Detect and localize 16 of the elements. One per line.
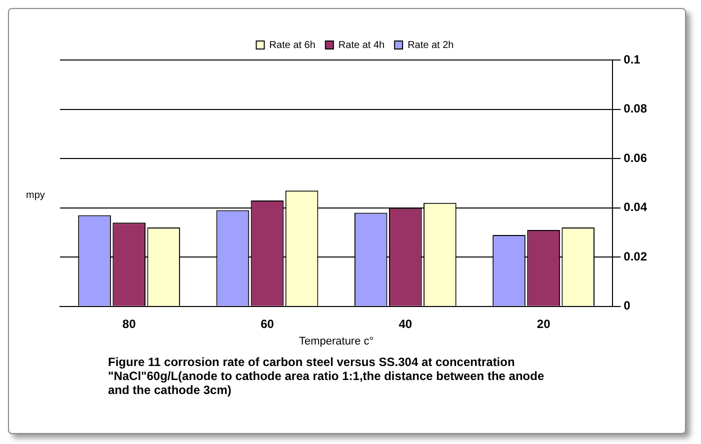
x-tick-label: 40	[398, 316, 412, 331]
legend-label: Rate at 2h	[408, 40, 454, 51]
y-tick-label: 0.04	[624, 200, 648, 214]
x-axis-title: Temperature c°	[298, 335, 374, 348]
y-tick-label: 0.1	[624, 52, 641, 66]
legend-label: Rate at 6h	[269, 40, 316, 51]
caption: Figure 11 corrosion rate of carbon steel versus SS.304 at concentration "NaCl"60g/L(anode to cathode area ratio 1:1,the distance between the anode and the cathode 3cm)	[108, 355, 546, 397]
y-tick-label: 0.06	[624, 150, 648, 165]
legend-label: Rate at 4h	[338, 40, 385, 51]
x-tick-label: 80	[122, 316, 136, 331]
y-tick-label: 0.08	[624, 102, 648, 116]
x-tick-label: 20	[536, 316, 551, 331]
y-axis-title: mpy	[26, 190, 45, 201]
y-tick-label: 0	[624, 298, 631, 313]
y-tick-label: 0.02	[624, 249, 648, 264]
x-tick-label: 60	[260, 316, 274, 331]
